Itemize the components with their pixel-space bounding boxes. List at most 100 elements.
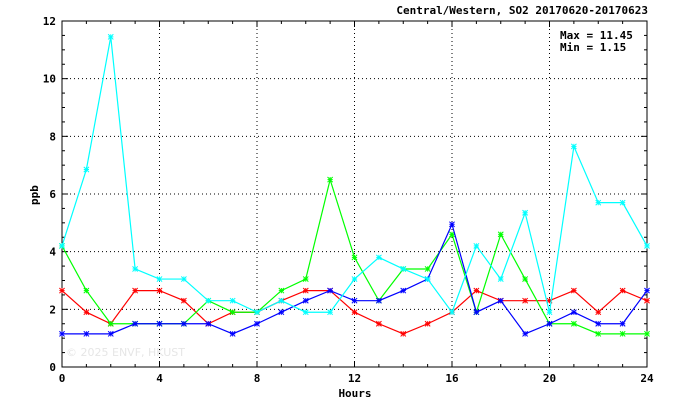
chart-title: Central/Western, SO2 20170620-20170623 xyxy=(396,4,648,17)
data-point xyxy=(278,287,285,294)
marker-d2 xyxy=(107,320,114,327)
data-point xyxy=(424,266,431,272)
watermark: © 2025 ENVF, HKUST xyxy=(66,346,185,359)
marker-d2 xyxy=(254,320,260,327)
marker-d2 xyxy=(449,309,455,316)
marker-d2 xyxy=(473,287,480,294)
data-point xyxy=(205,320,212,327)
marker-d2 xyxy=(424,320,431,327)
marker-d2 xyxy=(107,33,114,40)
marker-d2 xyxy=(375,297,382,304)
marker-d2 xyxy=(59,287,65,294)
x-tick-label: 12 xyxy=(348,372,361,385)
marker-d2 xyxy=(570,287,577,294)
marker-d2 xyxy=(497,276,504,283)
marker-d2 xyxy=(83,330,90,337)
data-point xyxy=(570,143,577,150)
data-point xyxy=(595,309,602,316)
marker-d2 xyxy=(497,297,504,304)
data-point xyxy=(522,276,529,283)
marker-d2 xyxy=(180,276,187,283)
data-point xyxy=(132,287,139,294)
marker-d2 xyxy=(546,309,553,316)
data-point xyxy=(619,287,626,294)
marker-d2 xyxy=(83,309,90,316)
data-point xyxy=(522,330,529,337)
data-point xyxy=(644,297,650,304)
marker-d2 xyxy=(229,330,236,337)
data-point xyxy=(644,330,650,337)
marker-d2 xyxy=(302,297,309,304)
marker-d2 xyxy=(595,199,602,206)
marker-d2 xyxy=(351,297,358,304)
y-tick-label: 0 xyxy=(49,361,56,374)
data-point xyxy=(229,330,236,337)
data-point xyxy=(619,320,626,327)
y-tick-label: 10 xyxy=(43,73,56,86)
marker-d2 xyxy=(180,320,187,327)
marker-d2 xyxy=(644,297,650,304)
marker-d2 xyxy=(302,287,309,294)
data-point xyxy=(424,320,431,327)
data-point xyxy=(497,297,504,304)
data-point xyxy=(473,287,480,294)
data-point xyxy=(351,297,358,304)
data-point xyxy=(570,320,577,327)
data-point xyxy=(302,276,309,283)
marker-d2 xyxy=(449,221,455,228)
data-point xyxy=(132,320,139,327)
marker-d2 xyxy=(229,297,236,304)
x-tick-label: 4 xyxy=(156,372,163,385)
data-point xyxy=(473,309,480,316)
data-point xyxy=(254,320,260,327)
data-point xyxy=(59,330,65,337)
x-tick-label: 24 xyxy=(640,372,654,385)
max-label: Max = 11.45 xyxy=(560,29,633,42)
marker-d2 xyxy=(302,309,309,316)
data-point xyxy=(449,221,455,228)
marker-d2 xyxy=(570,143,577,150)
data-point xyxy=(180,276,187,283)
data-point xyxy=(254,309,260,316)
data-point xyxy=(180,297,187,304)
data-point xyxy=(302,297,309,304)
data-point xyxy=(327,176,334,183)
data-point xyxy=(302,309,309,316)
marker-d2 xyxy=(351,276,358,283)
marker-d2 xyxy=(278,297,285,304)
data-point xyxy=(644,242,650,249)
x-axis-label: Hours xyxy=(338,387,371,400)
data-point xyxy=(644,287,650,294)
data-point xyxy=(278,297,285,304)
marker-d2 xyxy=(619,287,626,294)
marker-d2 xyxy=(546,320,553,327)
data-point xyxy=(595,330,602,337)
y-axis-label: ppb xyxy=(28,185,41,205)
y-tick-label: 6 xyxy=(49,188,56,201)
data-point xyxy=(351,254,358,261)
marker-d2 xyxy=(327,176,334,183)
series-line-3 xyxy=(61,36,648,314)
data-point xyxy=(107,320,114,327)
data-point xyxy=(522,297,529,304)
marker-d2 xyxy=(473,242,480,249)
marker-d2 xyxy=(644,330,650,337)
series-group xyxy=(59,33,650,337)
marker-d2 xyxy=(619,330,626,337)
marker-d2 xyxy=(302,276,309,283)
data-point xyxy=(497,231,504,238)
marker-d2 xyxy=(351,254,358,261)
data-point xyxy=(83,166,90,173)
data-point xyxy=(473,242,480,249)
y-tick-label: 12 xyxy=(43,15,56,28)
marker-d2 xyxy=(522,297,529,304)
x-tick-label: 16 xyxy=(445,372,459,385)
min-label: Min = 1.15 xyxy=(560,41,626,54)
data-point xyxy=(156,287,163,294)
marker-d2 xyxy=(473,309,480,316)
x-tick-label: 20 xyxy=(543,372,556,385)
marker-d2 xyxy=(229,309,236,316)
data-point xyxy=(497,276,504,283)
